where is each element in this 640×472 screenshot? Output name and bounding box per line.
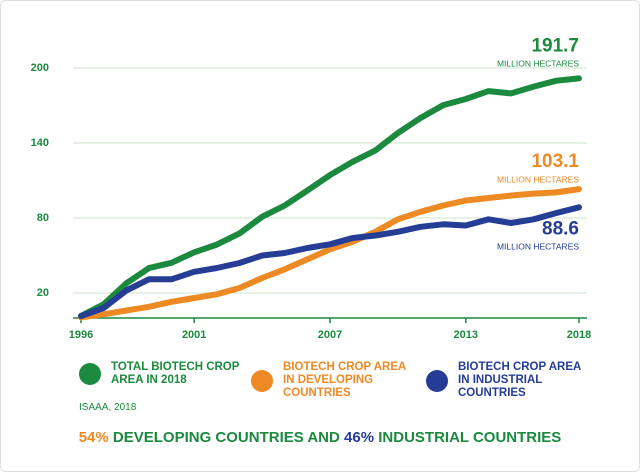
end-unit-label: MILLION HECTARES (497, 174, 579, 184)
end-unit-label: MILLION HECTARES (497, 242, 579, 252)
footer-part: INDUSTRIAL COUNTRIES (374, 429, 562, 446)
end-value-label: 88.6 (542, 218, 579, 239)
x-tick-label: 2013 (454, 329, 478, 341)
chart: 20 80 140 200 1996 2001 2007 2013 2018 191.7 MILLI… (31, 35, 592, 341)
footer-part: 46% (344, 429, 375, 446)
line-series (78, 75, 582, 319)
y-tick-label: 80 (37, 212, 49, 224)
legend-item: BIOTECH CROP AREA IN INDUSTRIAL COUNTRIE… (426, 361, 601, 400)
y-tick-label: 140 (31, 137, 49, 149)
legend-label: BIOTECH CROP AREA IN DEVELOPING COUNTRIE… (283, 361, 406, 399)
source: ISAAA, 2018 (79, 402, 137, 413)
legend-item: BIOTECH CROP AREA IN DEVELOPING COUNTRIE… (251, 361, 426, 400)
y-tick-label: 200 (31, 62, 49, 74)
y-tick-label: 20 (37, 287, 49, 299)
line-series (78, 204, 582, 320)
x-tick-label: 2007 (318, 329, 342, 341)
footer: 54% DEVELOPING COUNTRIES AND 46% INDUSTR… (1, 429, 639, 446)
legend-item: TOTAL BIOTECH CROP AREA IN 2018 (79, 361, 254, 387)
legend-label: TOTAL BIOTECH CROP AREA IN 2018 (111, 361, 240, 386)
x-tick-label: 2001 (182, 329, 206, 341)
x-tick-label: 2018 (567, 329, 591, 341)
legend-label: BIOTECH CROP AREA IN INDUSTRIAL COUNTRIE… (458, 361, 581, 399)
footer-part: DEVELOPING COUNTRIES AND (108, 429, 345, 446)
x-tick-label: 1996 (69, 329, 93, 341)
end-value-label: 103.1 (531, 151, 579, 172)
legend-swatch (79, 363, 101, 385)
footer-part: 54% (78, 429, 109, 446)
end-unit-label: MILLION HECTARES (497, 59, 579, 69)
end-value-label: 191.7 (531, 35, 579, 56)
legend-swatch (426, 369, 448, 392)
legend-swatch (251, 369, 273, 392)
line-series (78, 186, 582, 321)
